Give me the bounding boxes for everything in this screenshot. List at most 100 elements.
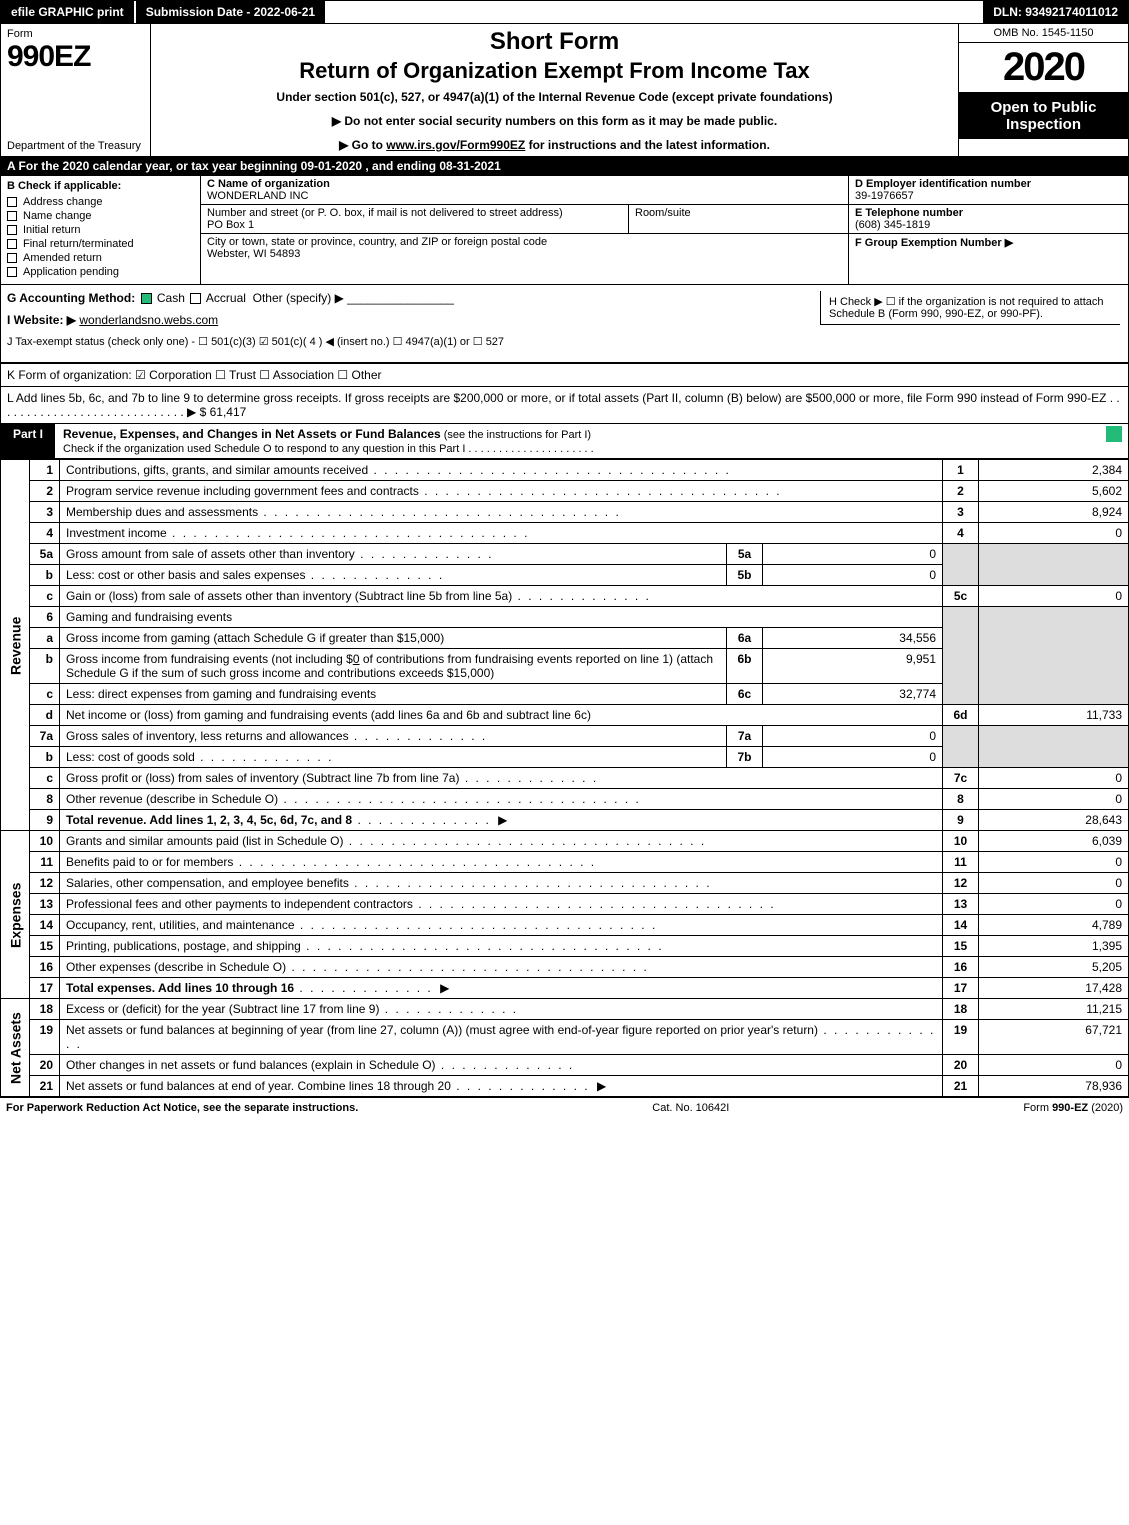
amount-4: 0: [979, 523, 1129, 544]
box-18: 18: [943, 999, 979, 1020]
line-9-label: Total revenue. Add lines 1, 2, 3, 4, 5c,…: [66, 813, 352, 827]
line-5a-label: Gross amount from sale of assets other t…: [66, 547, 494, 561]
line-21-label: Net assets or fund balances at end of ye…: [66, 1079, 590, 1093]
addr-value: PO Box 1: [207, 219, 254, 231]
form-word: Form: [7, 28, 144, 40]
amount-9: 28,643: [979, 810, 1129, 831]
amount-6d: 11,733: [979, 705, 1129, 726]
inner-6c: 6c: [727, 684, 763, 705]
form-header: Form 990EZ Department of the Treasury Sh…: [0, 24, 1129, 157]
line-17-label: Total expenses. Add lines 10 through 16: [66, 981, 294, 995]
header-right: OMB No. 1545-1150 2020 Open to Public In…: [958, 24, 1128, 156]
amount-7c: 0: [979, 768, 1129, 789]
line-4-label: Investment income: [66, 526, 529, 540]
chk-cash[interactable]: [141, 293, 152, 304]
amount-2: 5,602: [979, 481, 1129, 502]
line-6b-label: Gross income from fundraising events (no…: [60, 649, 727, 684]
return-title: Return of Organization Exempt From Incom…: [159, 58, 950, 84]
part-1-table: Revenue 1 Contributions, gifts, grants, …: [0, 459, 1129, 1097]
h-check-box: H Check ▶ ☐ if the organization is not r…: [820, 291, 1120, 325]
room-suite: Room/suite: [628, 205, 848, 233]
amount-13: 0: [979, 894, 1129, 915]
goto-pre: ▶ Go to: [339, 138, 386, 152]
line-13-label: Professional fees and other payments to …: [66, 897, 776, 911]
goto-post: for instructions and the latest informat…: [525, 138, 770, 152]
j-tax-exempt-status: J Tax-exempt status (check only one) - ☐…: [7, 335, 1122, 348]
box-16: 16: [943, 957, 979, 978]
box-19: 19: [943, 1020, 979, 1055]
box-15: 15: [943, 936, 979, 957]
box-13: 13: [943, 894, 979, 915]
section-b-checks: B Check if applicable: Address change Na…: [1, 176, 201, 284]
box-10: 10: [943, 831, 979, 852]
section-b-block: B Check if applicable: Address change Na…: [0, 176, 1129, 285]
section-g-h-i-j: H Check ▶ ☐ if the organization is not r…: [0, 285, 1129, 363]
section-d-e-f: D Employer identification number 39-1976…: [848, 176, 1128, 284]
open-to-public: Open to Public Inspection: [959, 93, 1128, 139]
line-14-label: Occupancy, rent, utilities, and maintena…: [66, 918, 657, 932]
box-11: 11: [943, 852, 979, 873]
amount-17: 17,428: [979, 978, 1129, 999]
c-label: C Name of organization: [207, 178, 330, 190]
line-20-label: Other changes in net assets or fund bala…: [66, 1058, 574, 1072]
amount-3: 8,924: [979, 502, 1129, 523]
d-label: D Employer identification number: [855, 178, 1031, 190]
omb-number: OMB No. 1545-1150: [959, 24, 1128, 43]
submission-date: Submission Date - 2022-06-21: [136, 1, 325, 23]
line-18-label: Excess or (deficit) for the year (Subtra…: [66, 1002, 518, 1016]
inner-val-6a: 34,556: [763, 628, 943, 649]
section-c-name-address: C Name of organization WONDERLAND INC Nu…: [201, 176, 848, 284]
form-footer-label: Form 990-EZ (2020): [1023, 1102, 1123, 1114]
amount-11: 0: [979, 852, 1129, 873]
line-7c-label: Gross profit or (loss) from sales of inv…: [66, 771, 598, 785]
chk-name-change[interactable]: Name change: [7, 210, 194, 222]
top-bar: efile GRAPHIC print Submission Date - 20…: [0, 0, 1129, 24]
line-1-label: Contributions, gifts, grants, and simila…: [66, 463, 731, 477]
city-label: City or town, state or province, country…: [207, 236, 547, 248]
part-1-check-line: Check if the organization used Schedule …: [63, 443, 594, 455]
chk-initial-return[interactable]: Initial return: [7, 224, 194, 236]
department-label: Department of the Treasury: [7, 140, 144, 152]
inner-val-7a: 0: [763, 726, 943, 747]
chk-address-change[interactable]: Address change: [7, 196, 194, 208]
cat-no: Cat. No. 10642I: [652, 1102, 729, 1114]
irs-link[interactable]: www.irs.gov/Form990EZ: [386, 138, 525, 152]
l-gross-receipts: L Add lines 5b, 6c, and 7b to line 9 to …: [0, 387, 1129, 424]
line-2-label: Program service revenue including govern…: [66, 484, 782, 498]
phone-value: (608) 345-1819: [855, 219, 930, 231]
short-form-title: Short Form: [159, 28, 950, 56]
f-label: F Group Exemption Number ▶: [855, 237, 1013, 249]
line-11-label: Benefits paid to or for members: [66, 855, 596, 869]
part-1-tab: Part I: [1, 424, 55, 458]
amount-5c: 0: [979, 586, 1129, 607]
amount-20: 0: [979, 1055, 1129, 1076]
inner-5b: 5b: [727, 565, 763, 586]
under-section-text: Under section 501(c), 527, or 4947(a)(1)…: [159, 90, 950, 104]
line-5b-label: Less: cost or other basis and sales expe…: [66, 568, 444, 582]
chk-application-pending[interactable]: Application pending: [7, 266, 194, 278]
line-10-label: Grants and similar amounts paid (list in…: [66, 834, 706, 848]
ssn-warning: ▶ Do not enter social security numbers o…: [159, 114, 950, 128]
box-8: 8: [943, 789, 979, 810]
line-8-label: Other revenue (describe in Schedule O): [66, 792, 641, 806]
chk-final-return[interactable]: Final return/terminated: [7, 238, 194, 250]
chk-accrual[interactable]: [190, 293, 201, 304]
tax-year: 2020: [959, 43, 1128, 93]
website-link[interactable]: wonderlandsno.webs.com: [79, 313, 218, 327]
header-left: Form 990EZ Department of the Treasury: [1, 24, 151, 156]
inner-7a: 7a: [727, 726, 763, 747]
inner-val-5a: 0: [763, 544, 943, 565]
expenses-side-label: Expenses: [1, 831, 30, 999]
amount-10: 6,039: [979, 831, 1129, 852]
efile-print-button[interactable]: efile GRAPHIC print: [1, 1, 136, 23]
box-7c: 7c: [943, 768, 979, 789]
line-6-label: Gaming and fundraising events: [60, 607, 943, 628]
chk-amended-return[interactable]: Amended return: [7, 252, 194, 264]
addr-label: Number and street (or P. O. box, if mail…: [207, 207, 563, 219]
goto-line: ▶ Go to www.irs.gov/Form990EZ for instru…: [159, 138, 950, 152]
row-a-tax-year: A For the 2020 calendar year, or tax yea…: [0, 157, 1129, 176]
city-value: Webster, WI 54893: [207, 248, 300, 260]
box-20: 20: [943, 1055, 979, 1076]
k-form-of-org: K Form of organization: ☑ Corporation ☐ …: [0, 363, 1129, 387]
paperwork-notice: For Paperwork Reduction Act Notice, see …: [6, 1102, 358, 1114]
